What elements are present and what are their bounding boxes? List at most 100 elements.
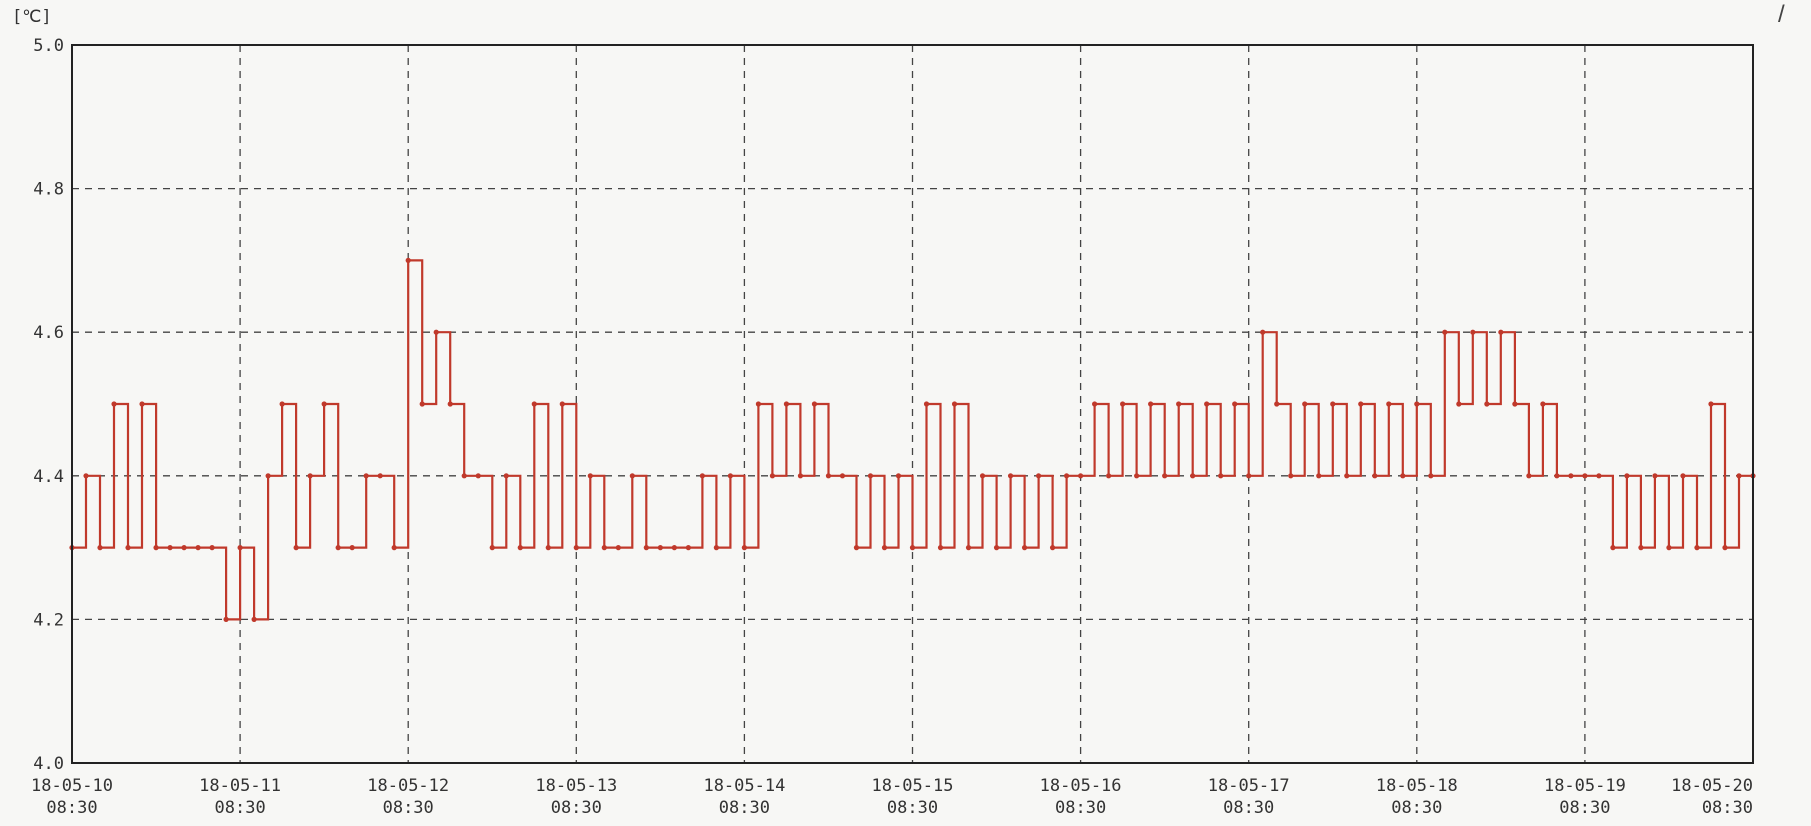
data-point xyxy=(685,545,691,551)
data-point xyxy=(615,545,621,551)
data-point xyxy=(1442,329,1448,335)
data-point xyxy=(531,401,537,407)
data-point xyxy=(699,473,705,479)
x-tick-label-time: 08:30 xyxy=(1055,798,1106,818)
data-point xyxy=(1260,329,1266,335)
data-point xyxy=(433,329,439,335)
data-point xyxy=(265,473,271,479)
data-point xyxy=(1232,401,1238,407)
data-point xyxy=(1204,401,1210,407)
data-point xyxy=(1568,473,1574,479)
data-point xyxy=(335,545,341,551)
x-tick-label-date: 18-05-13 xyxy=(535,776,617,796)
data-point xyxy=(1021,545,1028,551)
x-tick-label-time: 08:30 xyxy=(887,798,938,818)
data-point xyxy=(979,473,986,479)
data-point xyxy=(573,545,579,551)
data-point xyxy=(1386,401,1392,407)
x-tick-label-date: 18-05-14 xyxy=(703,776,785,796)
data-point xyxy=(1428,473,1434,479)
x-tick-label-date: 18-05-15 xyxy=(872,776,954,796)
grid-lines xyxy=(72,45,1753,763)
data-point xyxy=(1176,401,1182,407)
data-point xyxy=(1414,401,1420,407)
data-point xyxy=(1007,473,1014,479)
data-point xyxy=(713,545,719,551)
data-point xyxy=(1540,401,1546,407)
y-tick-label: 4.6 xyxy=(33,323,64,343)
data-point xyxy=(1652,473,1658,479)
x-tick-label-date: 18-05-12 xyxy=(367,776,449,796)
x-tick-label-time: 08:30 xyxy=(46,798,97,818)
data-point xyxy=(139,401,145,407)
data-point xyxy=(419,401,425,407)
data-point xyxy=(1456,401,1462,407)
data-point xyxy=(1134,473,1140,479)
data-point xyxy=(279,401,285,407)
data-point xyxy=(1316,473,1322,479)
data-point xyxy=(1638,545,1644,551)
y-tick-label: 4.2 xyxy=(33,610,64,630)
data-point xyxy=(503,473,509,479)
data-point xyxy=(1708,401,1714,407)
data-point xyxy=(1288,473,1294,479)
data-point xyxy=(797,473,804,479)
corner-pen-mark: / xyxy=(1778,1,1785,28)
data-point xyxy=(1246,473,1252,479)
data-point xyxy=(1190,473,1196,479)
data-point xyxy=(391,545,397,551)
data-point xyxy=(209,545,215,551)
data-point xyxy=(1526,473,1532,479)
data-point xyxy=(741,545,748,551)
x-tick-label-date: 18-05-17 xyxy=(1208,776,1290,796)
data-point xyxy=(307,473,313,479)
data-point xyxy=(1372,473,1378,479)
data-point xyxy=(223,616,229,623)
plot-frame xyxy=(71,44,1754,764)
data-point xyxy=(909,545,916,551)
data-point xyxy=(461,473,467,479)
data-point xyxy=(489,545,495,551)
x-tick-label-time: 08:30 xyxy=(1223,798,1274,818)
x-tick-label-date: 18-05-20 xyxy=(1671,776,1753,796)
data-point xyxy=(1694,545,1700,551)
data-point xyxy=(447,401,453,407)
data-point xyxy=(1049,545,1056,551)
data-point xyxy=(405,257,411,263)
data-point xyxy=(153,545,159,551)
data-point xyxy=(965,545,972,551)
x-tick-label-time: 08:30 xyxy=(719,798,770,818)
y-tick-label: 4.0 xyxy=(33,754,64,774)
x-tick-label-date: 18-05-19 xyxy=(1544,776,1626,796)
data-point xyxy=(1302,401,1308,407)
data-point xyxy=(559,401,565,407)
data-point xyxy=(195,545,201,551)
data-point xyxy=(1400,473,1406,479)
x-tick-label-time: 08:30 xyxy=(1702,798,1753,818)
data-point xyxy=(895,473,902,479)
data-point xyxy=(811,401,818,407)
data-point xyxy=(545,545,551,551)
y-tick-label: 4.8 xyxy=(33,180,64,200)
data-point xyxy=(167,545,173,551)
y-tick-label: 5.0 xyxy=(33,36,64,56)
data-point xyxy=(377,473,383,479)
data-point xyxy=(867,473,874,479)
data-point xyxy=(1554,473,1560,479)
data-point xyxy=(1078,473,1084,479)
data-point xyxy=(657,545,663,551)
data-point xyxy=(993,545,1000,551)
x-tick-label-date: 18-05-16 xyxy=(1040,776,1122,796)
y-axis-ticks: 5.0 4.8 4.6 4.4 4.2 4.0 xyxy=(33,36,64,774)
data-point xyxy=(321,401,327,407)
data-point xyxy=(951,401,958,407)
data-point xyxy=(643,545,649,551)
data-point xyxy=(83,473,89,479)
x-tick-label-time: 08:30 xyxy=(1559,798,1610,818)
data-point xyxy=(1218,473,1224,479)
data-point xyxy=(1162,473,1168,479)
data-point xyxy=(825,473,832,479)
data-point xyxy=(1596,473,1602,479)
data-point xyxy=(237,545,243,551)
